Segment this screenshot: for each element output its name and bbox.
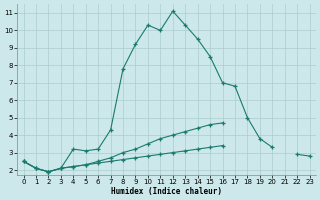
X-axis label: Humidex (Indice chaleur): Humidex (Indice chaleur) <box>111 187 222 196</box>
